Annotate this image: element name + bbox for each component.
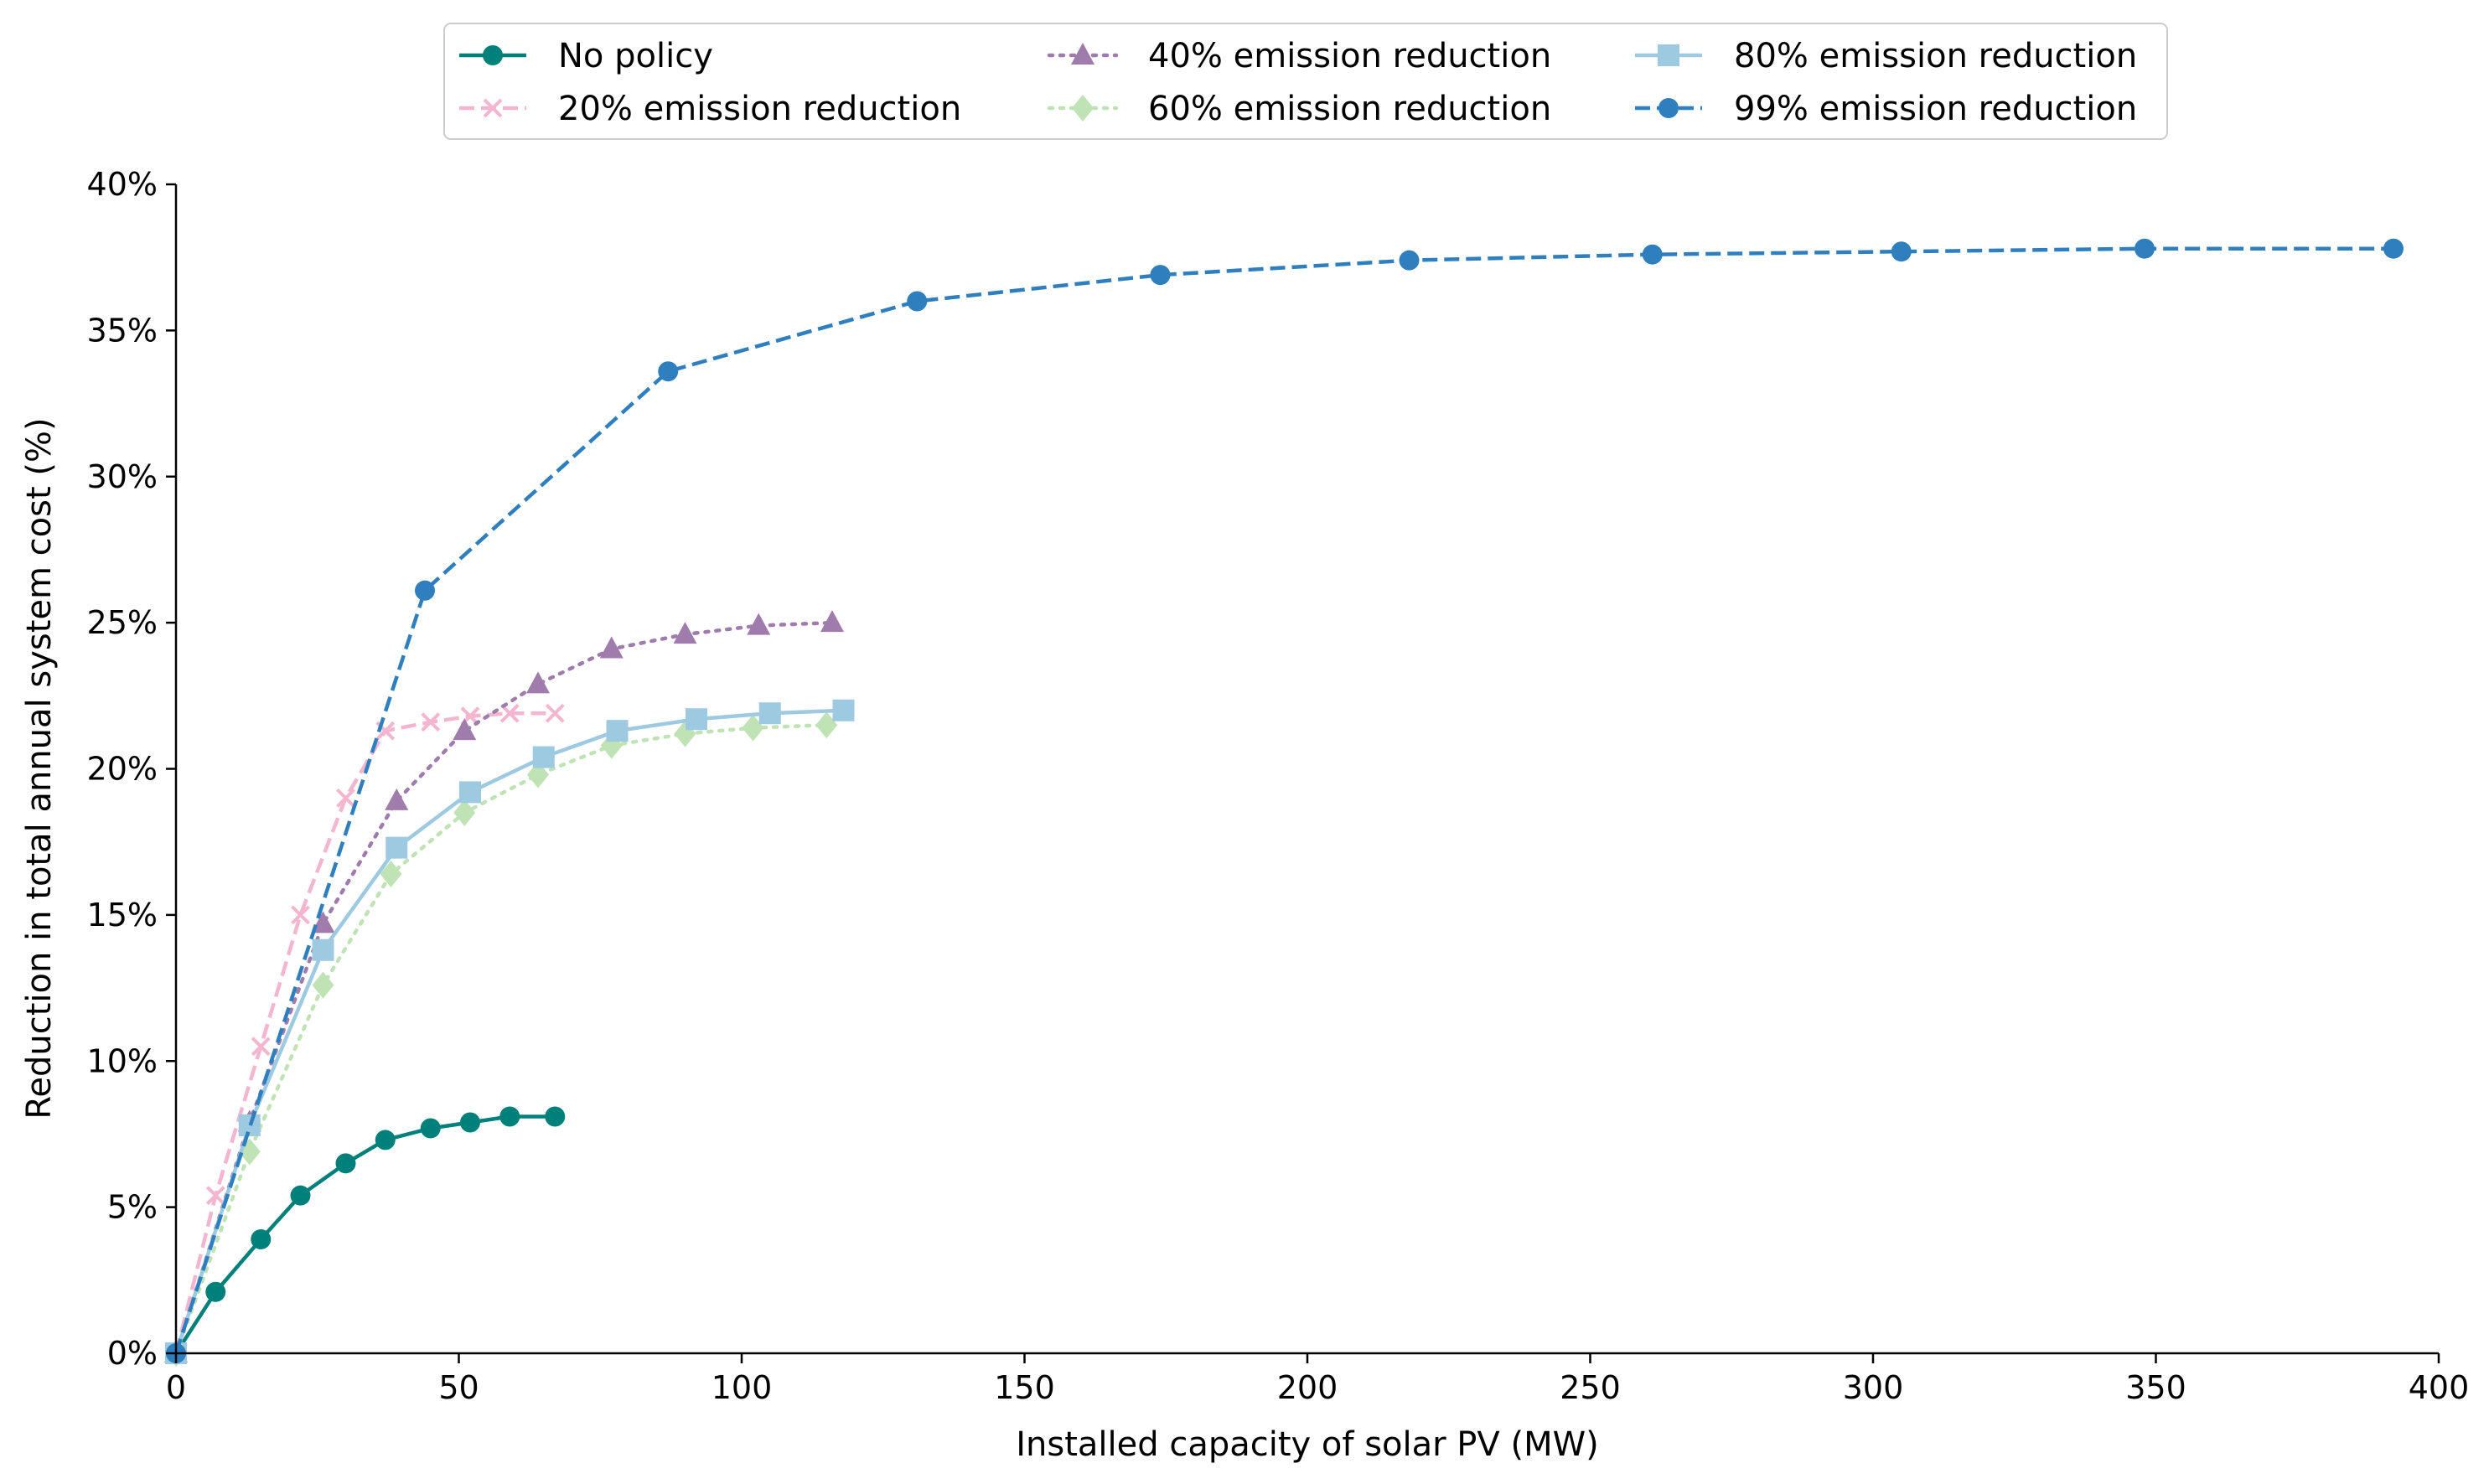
data-point-60pct-emission-reduction (312, 971, 334, 999)
data-point-80pct-emission-reduction (459, 781, 481, 804)
data-point-99pct-emission-reduction (415, 580, 435, 601)
data-point-no-policy (375, 1130, 396, 1150)
data-point-20pct-emission-reduction (545, 703, 565, 723)
series-line-80pct-emission-reduction (173, 708, 844, 1354)
y-tick-label: 20% (87, 751, 158, 788)
y-tick-label: 10% (87, 1042, 158, 1079)
legend-marker-80pct-emission-reduction (1658, 44, 1679, 66)
data-point-20pct-emission-reduction (251, 1037, 271, 1057)
y-tick-label: 15% (87, 897, 158, 933)
data-point-20pct-emission-reduction (336, 788, 355, 808)
legend-marker-40pct-emission-reduction (1071, 43, 1094, 65)
y-tick-label: 25% (87, 604, 158, 641)
data-point-40pct-emission-reduction (673, 622, 697, 644)
legend-label-no-policy: No policy (558, 37, 713, 75)
y-tick-label: 40% (87, 166, 158, 203)
data-point-20pct-emission-reduction (205, 1186, 225, 1206)
data-point-40pct-emission-reduction (526, 671, 550, 694)
data-point-40pct-emission-reduction (820, 610, 844, 633)
legend-frame (443, 23, 2168, 140)
series-line-40pct-emission-reduction (173, 620, 835, 1356)
data-point-no-policy (545, 1106, 566, 1127)
x-tick-label: 100 (712, 1369, 773, 1406)
series-line-20pct-emission-reduction (173, 711, 556, 1354)
data-point-80pct-emission-reduction (386, 836, 408, 859)
y-tick-label: 35% (87, 312, 158, 349)
data-point-20pct-emission-reduction (291, 905, 310, 925)
y-tick-label: 0% (107, 1335, 158, 1372)
legend-label-60pct-emission-reduction: 60% emission reduction (1148, 90, 1551, 128)
legend-item-99pct-emission-reduction: 99% emission reduction (1635, 90, 2137, 128)
legend-marker-99pct-emission-reduction (1658, 98, 1679, 118)
data-point-40pct-emission-reduction (385, 788, 409, 810)
series-99pct-emission-reduction (166, 238, 2404, 1363)
x-tick-label: 200 (1277, 1369, 1338, 1406)
legend-label-20pct-emission-reduction: 20% emission reduction (558, 90, 961, 128)
data-point-99pct-emission-reduction (907, 291, 928, 312)
data-point-80pct-emission-reduction (532, 746, 555, 768)
data-point-80pct-emission-reduction (686, 708, 707, 731)
y-tick-label: 30% (87, 458, 158, 495)
legend-label-99pct-emission-reduction: 99% emission reduction (1734, 90, 2137, 128)
series-layer (164, 238, 2404, 1367)
data-point-80pct-emission-reduction (606, 720, 629, 742)
data-point-99pct-emission-reduction (1891, 241, 1912, 262)
y-tick-label: 5% (107, 1189, 158, 1226)
data-point-60pct-emission-reduction (815, 711, 838, 739)
data-point-20pct-emission-reduction (421, 712, 441, 732)
data-point-60pct-emission-reduction (742, 714, 764, 742)
legend-marker-no-policy (483, 45, 503, 65)
x-tick-label: 150 (994, 1369, 1055, 1406)
x-axis-label: Installed capacity of solar PV (MW) (1016, 1425, 1599, 1464)
legend-marker-20pct-emission-reduction (483, 98, 503, 118)
data-point-40pct-emission-reduction (311, 911, 335, 933)
data-point-80pct-emission-reduction (312, 938, 334, 961)
series-20pct-emission-reduction (166, 703, 565, 1363)
legend: No policy 20% emission reduction 40% emiss… (443, 23, 2168, 140)
series-line-60pct-emission-reduction (173, 722, 829, 1356)
data-point-no-policy (205, 1281, 226, 1302)
x-tick-label: 250 (1560, 1369, 1621, 1406)
x-tick-label: 350 (2125, 1369, 2186, 1406)
legend-item-40pct-emission-reduction: 40% emission reduction (1047, 37, 1551, 75)
axes: 0 50 100 150 200 250 300 350 400 0% 5% 10% 15% 20% 25%… (87, 166, 2470, 1406)
data-point-60pct-emission-reduction (453, 799, 476, 826)
data-point-99pct-emission-reduction (2135, 238, 2155, 259)
data-point-no-policy (499, 1106, 520, 1127)
data-point-40pct-emission-reduction (599, 636, 624, 659)
legend-item-20pct-emission-reduction: 20% emission reduction (459, 90, 961, 128)
x-tick-label: 400 (2409, 1369, 2470, 1406)
legend-item-no-policy: No policy (459, 37, 713, 75)
data-point-no-policy (335, 1153, 356, 1174)
legend-marker-60pct-emission-reduction (1072, 95, 1094, 122)
data-point-99pct-emission-reduction (2383, 238, 2404, 259)
data-point-80pct-emission-reduction (832, 699, 855, 721)
legend-label-80pct-emission-reduction: 80% emission reduction (1734, 37, 2137, 75)
series-40pct-emission-reduction (164, 610, 844, 1362)
legend-label-40pct-emission-reduction: 40% emission reduction (1148, 37, 1551, 75)
data-point-99pct-emission-reduction (1399, 250, 1420, 271)
x-tick-label: 50 (438, 1369, 479, 1406)
y-axis-label: Reduction in total annual system cost (%… (20, 417, 59, 1119)
legend-item-80pct-emission-reduction: 80% emission reduction (1635, 37, 2137, 75)
data-point-60pct-emission-reduction (380, 861, 402, 888)
data-point-99pct-emission-reduction (1642, 244, 1663, 265)
data-point-40pct-emission-reduction (453, 718, 477, 741)
data-point-no-policy (420, 1118, 441, 1139)
legend-item-60pct-emission-reduction: 60% emission reduction (1047, 90, 1551, 128)
x-tick-label: 0 (166, 1369, 186, 1406)
data-point-no-policy (460, 1112, 480, 1133)
series-line-99pct-emission-reduction (173, 246, 2393, 1354)
data-point-no-policy (290, 1185, 311, 1206)
data-point-40pct-emission-reduction (747, 613, 771, 635)
data-point-99pct-emission-reduction (658, 361, 679, 382)
data-point-no-policy (251, 1228, 272, 1249)
data-point-99pct-emission-reduction (1150, 265, 1171, 286)
series-80pct-emission-reduction (165, 699, 855, 1364)
x-tick-label: 300 (1843, 1369, 1904, 1406)
series-line-no-policy (174, 1114, 556, 1355)
data-point-80pct-emission-reduction (758, 702, 781, 725)
series-no-policy (166, 1106, 566, 1363)
